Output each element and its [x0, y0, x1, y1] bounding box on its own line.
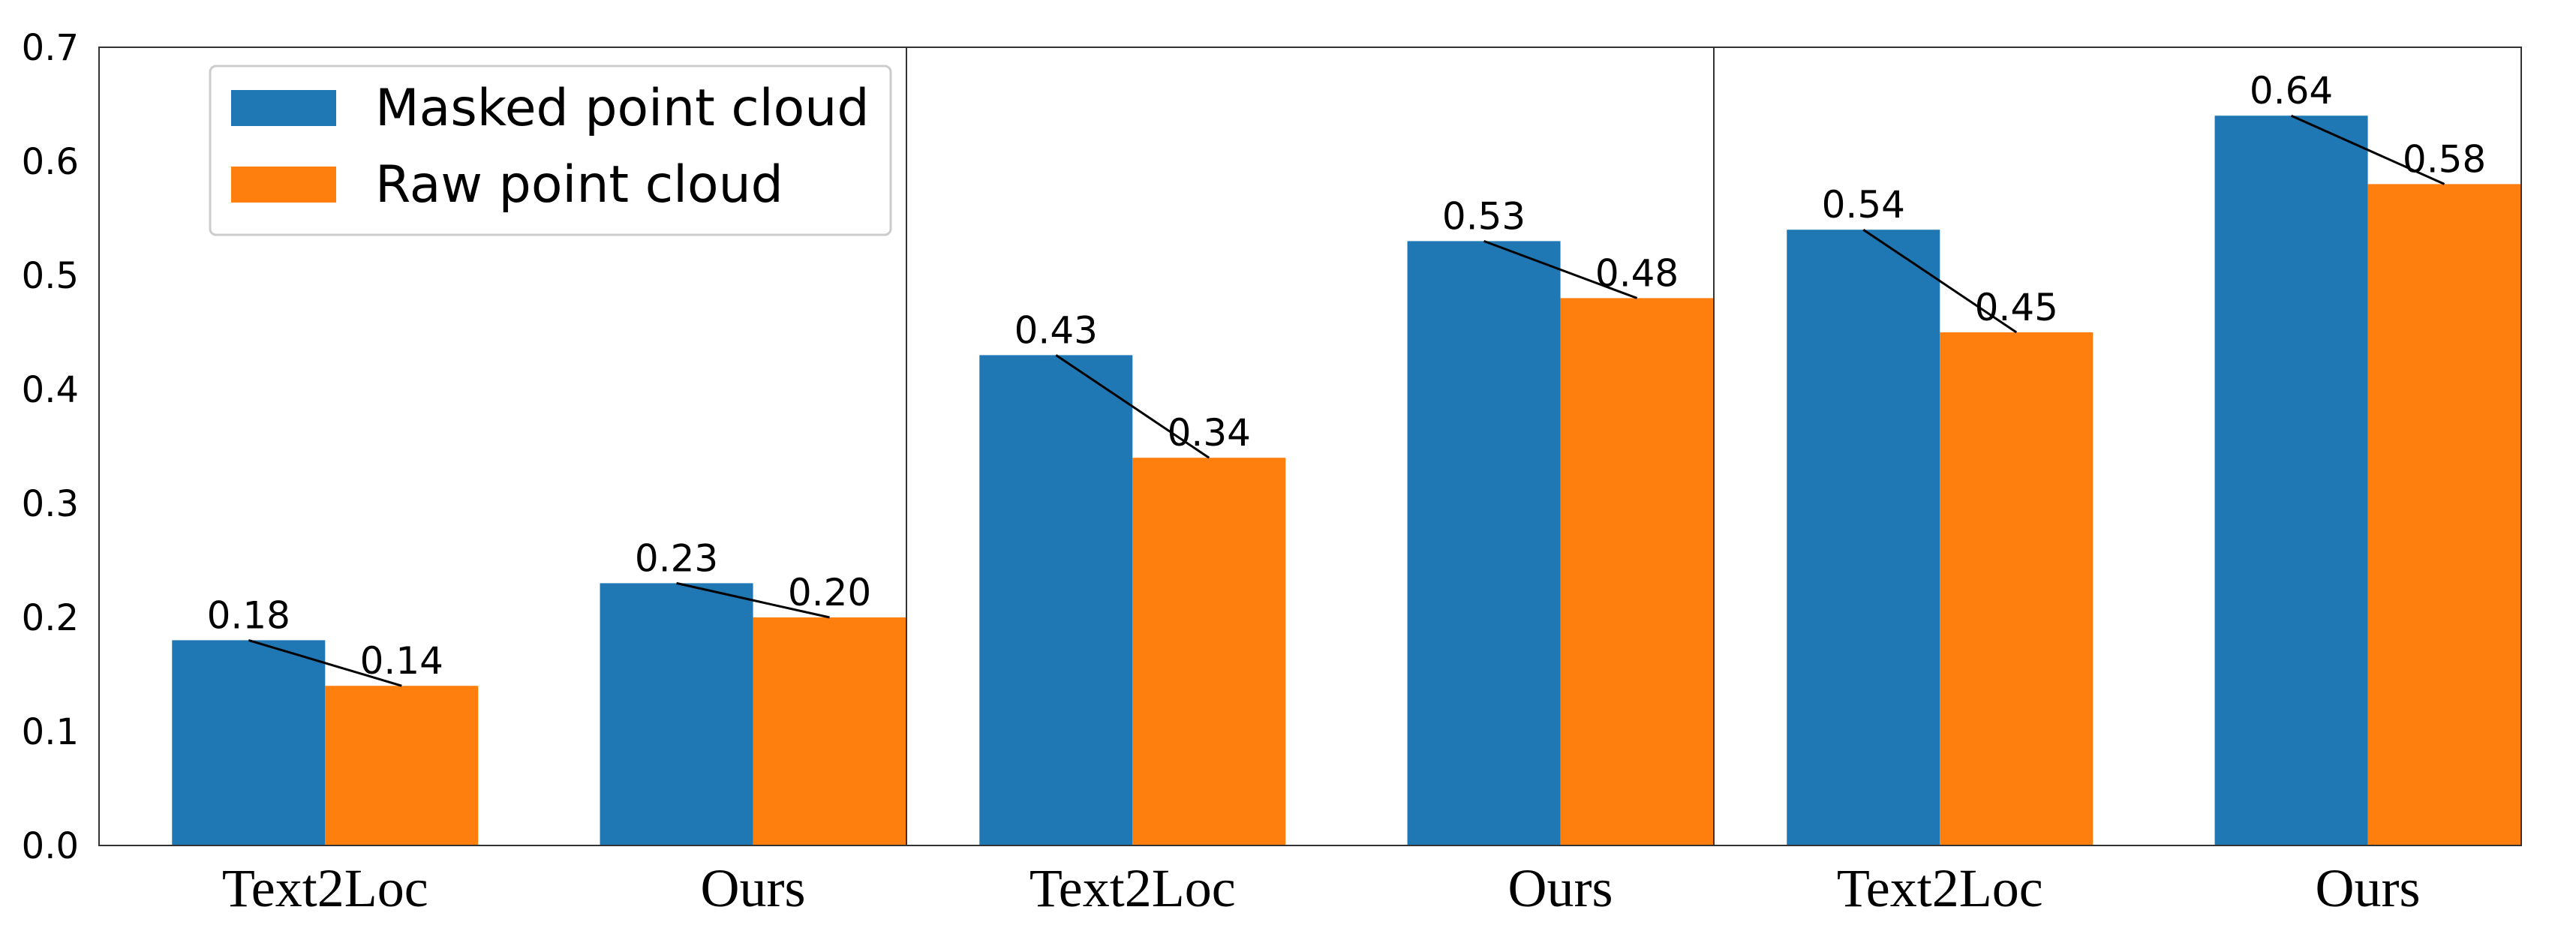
data-label-masked-4: 0.54 — [1822, 183, 1905, 227]
y-tick-label-5: 0.5 — [22, 255, 79, 297]
connector-line-0 — [248, 638, 402, 687]
data-label-raw-1: 0.20 — [788, 571, 871, 614]
x-category-label-1: Ours — [701, 858, 806, 918]
data-label-masked-5: 0.64 — [2250, 69, 2333, 113]
data-label-raw-4: 0.45 — [1975, 286, 2058, 329]
legend-swatch-masked — [231, 90, 336, 126]
x-category-label-5: Ours — [2316, 858, 2421, 918]
y-tick-label-6: 0.6 — [22, 141, 79, 183]
data-label-raw-0: 0.14 — [360, 639, 443, 683]
bar-masked-3 — [1407, 241, 1561, 845]
bar-raw-5 — [2367, 184, 2521, 845]
data-label-masked-0: 0.18 — [207, 593, 290, 637]
legend-frame — [209, 65, 892, 236]
bar-raw-3 — [1560, 298, 1714, 845]
bars-layer — [172, 116, 2521, 845]
plot-frame — [98, 47, 2522, 846]
bar-raw-0 — [325, 686, 479, 845]
y-tick-label-0: 0.0 — [22, 825, 79, 867]
x-category-label-2: Text2Loc — [1029, 858, 1236, 918]
bar-masked-5 — [2214, 116, 2368, 845]
legend-label-raw: Raw point cloud — [375, 155, 783, 215]
connector-line-5 — [2290, 114, 2445, 185]
data-label-masked-1: 0.23 — [635, 536, 718, 580]
connector-line-1 — [676, 581, 830, 619]
x-category-label-3: Ours — [1508, 858, 1613, 918]
connector-line-4 — [1862, 228, 2018, 334]
data-label-masked-3: 0.53 — [1442, 194, 1525, 238]
legend-swatch-raw — [231, 167, 336, 203]
bar-masked-2 — [979, 355, 1133, 845]
data-label-raw-3: 0.48 — [1595, 251, 1679, 295]
x-axis-category-labels: Text2Loc Ours Text2Loc Ours Text2Loc Ours — [222, 858, 2421, 918]
y-tick-label-7: 0.7 — [22, 27, 79, 69]
bar-raw-1 — [753, 617, 906, 845]
data-labels: 0.18 0.14 0.23 0.20 0.43 0.34 0.53 0.48 0.54 0.45… — [207, 69, 2487, 683]
legend-label-masked: Masked point cloud — [375, 79, 870, 138]
bar-raw-2 — [1132, 458, 1286, 845]
legend: Masked point cloud Raw point cloud — [209, 65, 892, 236]
bar-masked-4 — [1787, 230, 1940, 845]
x-category-label-4: Text2Loc — [1837, 858, 2043, 918]
y-axis-ticks: 0.0 0.1 0.2 0.3 0.4 0.5 0.6 0.7 — [22, 27, 79, 867]
x-category-label-0: Text2Loc — [222, 858, 428, 918]
bar-raw-4 — [1940, 332, 2094, 845]
data-label-masked-2: 0.43 — [1014, 308, 1098, 352]
y-tick-label-4: 0.4 — [22, 369, 79, 411]
data-label-raw-2: 0.34 — [1168, 411, 1251, 455]
connector-line-3 — [1483, 239, 1638, 299]
bar-masked-0 — [172, 640, 326, 845]
y-tick-label-1: 0.1 — [22, 711, 79, 753]
connector-lines — [248, 114, 2445, 687]
connector-line-2 — [1055, 354, 1210, 459]
data-label-raw-5: 0.58 — [2403, 137, 2486, 181]
bar-masked-1 — [600, 583, 753, 845]
y-tick-label-3: 0.3 — [22, 483, 79, 525]
axes-frame — [98, 47, 2522, 846]
y-tick-label-2: 0.2 — [22, 597, 79, 639]
